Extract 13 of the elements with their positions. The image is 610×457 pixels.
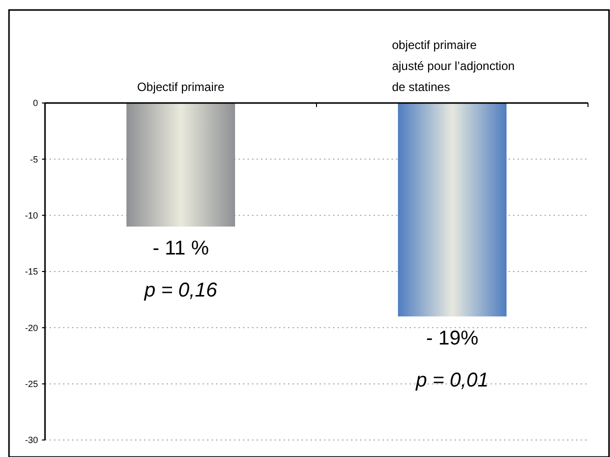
data-label: - 19% bbox=[426, 327, 479, 350]
y-tick-label: -25 bbox=[24, 378, 38, 389]
y-tick-label: -5 bbox=[30, 154, 38, 164]
y-tick-label: -10 bbox=[24, 210, 38, 220]
x-tick-label: Objectif primaire bbox=[137, 80, 225, 94]
y-tick-label: 0 bbox=[32, 98, 38, 108]
x-tick-label: objectif primaire ajusté pour l’adjonction de statines bbox=[392, 38, 515, 94]
annotation: p = 0,16 bbox=[143, 280, 218, 302]
y-tick-label: -15 bbox=[24, 266, 38, 277]
annotation: p = 0,01 bbox=[414, 369, 489, 392]
data-label: - 11 % bbox=[152, 238, 210, 260]
y-tick-label: -30 bbox=[24, 435, 38, 446]
y-tick-label: -20 bbox=[24, 322, 38, 333]
